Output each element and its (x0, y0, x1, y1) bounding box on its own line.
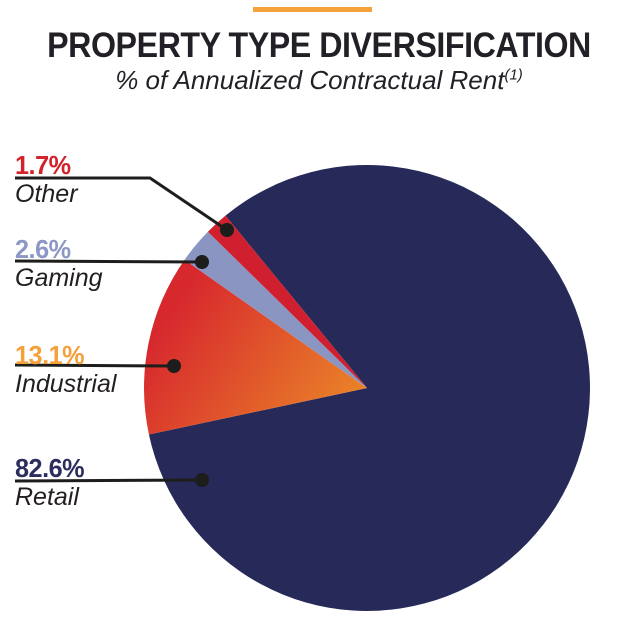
label-block-gaming: 2.6% Gaming (15, 236, 215, 291)
label-block-retail: 82.6% Retail (15, 455, 215, 510)
label-industrial-name: Industrial (15, 370, 117, 398)
label-other-pct: 1.7% (15, 150, 71, 180)
label-industrial-pct: 13.1% (15, 340, 85, 370)
label-other-name: Other (15, 180, 78, 208)
page-subtitle-text: % of Annualized Contractual Rent (115, 65, 505, 95)
label-retail-pct: 82.6% (15, 453, 85, 483)
footnote-marker: (1) (504, 66, 523, 84)
label-gaming-name: Gaming (15, 264, 103, 292)
pie-slice-other (207, 215, 367, 388)
page-title: PROPERTY TYPE DIVERSIFICATION (47, 26, 591, 65)
label-retail-name: Retail (15, 483, 79, 511)
label-block-industrial: 13.1% Industrial (15, 342, 215, 397)
pie-slice-retail (148, 165, 591, 612)
label-block-other: 1.7% Other (15, 152, 215, 207)
accent-bar (253, 7, 372, 12)
page-subtitle: % of Annualized Contractual Rent(1) (0, 65, 638, 96)
leader-lines (14, 176, 234, 487)
leader-dot-other (220, 223, 234, 237)
label-gaming-pct: 2.6% (15, 234, 71, 264)
